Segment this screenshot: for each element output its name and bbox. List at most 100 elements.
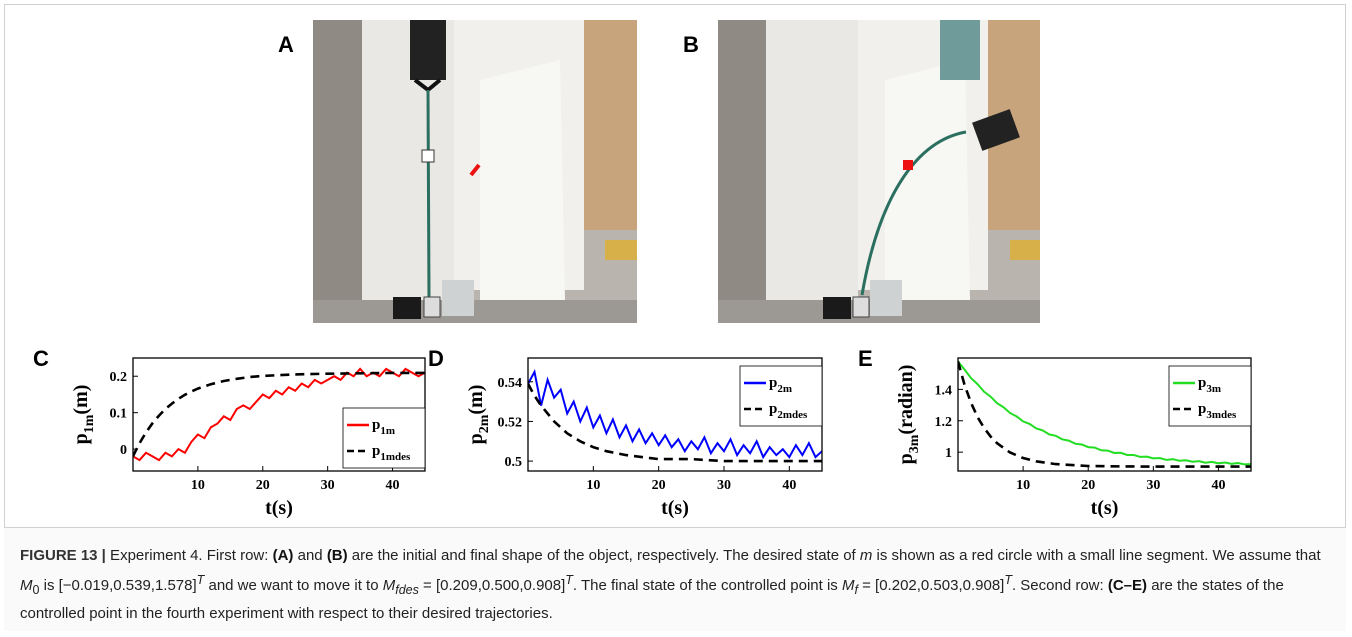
caption-math: M: [20, 577, 33, 594]
caption-math: M: [382, 577, 396, 594]
caption-text: . Second row:: [1011, 577, 1108, 594]
x-tick-label: 20: [1081, 478, 1095, 493]
x-tick-label: 10: [1016, 478, 1030, 493]
y-axis-label-part: p: [70, 433, 92, 444]
caption-text: Experiment 4. First row:: [105, 547, 273, 564]
x-tick-label: 10: [191, 478, 205, 493]
legend-label: p3mdes: [1198, 401, 1237, 421]
legend-name: p: [1198, 375, 1206, 391]
caption-math: T: [196, 573, 205, 587]
legend-label: p2m: [769, 375, 792, 395]
y-axis-label-part: p: [895, 453, 917, 464]
caption-text: = [0.209,0.500,0.908]: [418, 577, 566, 594]
legend-name-sub: 1mdes: [380, 451, 411, 463]
panel-label: B: [683, 32, 699, 57]
caption-math: T: [565, 573, 573, 587]
caption-ref: (C–E): [1107, 577, 1148, 594]
y-tick-label: 1.4: [935, 383, 953, 398]
y-tick-label: 0.1: [110, 407, 128, 422]
panel-label: D: [428, 346, 444, 371]
y-axis-label-sub: 1m: [82, 414, 97, 433]
caption-text: and we want to move it to: [204, 577, 383, 594]
caption-text: and: [293, 547, 327, 564]
data-line: [133, 371, 425, 457]
y-tick-label: 1: [945, 446, 952, 461]
legend-name: p: [769, 375, 777, 391]
caption-math: T: [1004, 573, 1012, 587]
y-axis-label-part: (m): [465, 385, 487, 415]
x-tick-label: 30: [321, 478, 335, 493]
legend-box: [1168, 365, 1252, 427]
y-axis-label-part: p: [465, 433, 487, 444]
y-tick-label: 0: [120, 443, 127, 458]
x-tick-label: 20: [652, 478, 666, 493]
caption: FIGURE 13 | Experiment 4. First row: (A)…: [4, 527, 1346, 631]
legend-label: p2mdes: [769, 401, 808, 421]
data-line: [958, 361, 1251, 468]
caption-text: = [0.202,0.503,0.908]: [857, 577, 1005, 594]
caption-math: m: [859, 547, 873, 564]
caption-math: f: [854, 583, 858, 597]
x-tick-label: 40: [386, 478, 400, 493]
legend-name: p: [372, 443, 380, 459]
x-axis-label: t(s): [661, 497, 689, 519]
y-axis-label: p2m(m): [465, 385, 492, 445]
caption-text: are the initial and final shape of the o…: [347, 547, 860, 564]
legend-name: p: [372, 417, 380, 433]
panel-label: C: [33, 346, 49, 371]
caption-math: 0: [32, 583, 40, 597]
caption-text: . The final state of the controlled poin…: [572, 577, 842, 594]
legend-name-sub: 3mdes: [1206, 409, 1237, 421]
legend-name: p: [1198, 401, 1206, 417]
y-axis-label-sub: 3m: [907, 434, 922, 453]
legend-box: [342, 407, 426, 469]
legend-name: p: [769, 401, 777, 417]
x-axis-label: t(s): [265, 497, 293, 519]
x-tick-label: 40: [1211, 478, 1225, 493]
y-axis-label-sub: 2m: [477, 414, 492, 433]
legend-label: p3m: [1198, 375, 1221, 395]
y-tick-label: 0.52: [498, 415, 523, 430]
y-tick-label: 0.5: [505, 455, 523, 470]
y-axis-label-part: (m): [70, 385, 92, 415]
data-line: [528, 383, 822, 463]
x-tick-label: 10: [586, 478, 600, 493]
x-axis-label: t(s): [1091, 497, 1119, 519]
data-line: [528, 368, 822, 460]
legend-name-sub: 3m: [1206, 383, 1221, 395]
y-tick-label: 1.2: [935, 415, 953, 430]
photo-b: [718, 20, 1040, 323]
y-axis-label: p1m(m): [70, 385, 97, 445]
legend-label: p1mdes: [372, 443, 411, 463]
caption-ref: (A): [272, 547, 294, 564]
x-tick-label: 40: [782, 478, 796, 493]
panel-label: E: [858, 346, 873, 371]
legend-label: p1m: [372, 417, 395, 437]
x-tick-label: 20: [256, 478, 270, 493]
data-line: [958, 360, 1251, 466]
legend-box: [739, 365, 823, 427]
photo-a: [313, 20, 637, 323]
caption-figure-label: FIGURE 13 |: [20, 547, 106, 564]
x-tick-label: 30: [1146, 478, 1160, 493]
caption-text: are the states of the controlled point i…: [20, 577, 1284, 622]
caption-ref: (B): [326, 547, 348, 564]
legend-name-sub: 1m: [380, 425, 395, 437]
legend-name-sub: 2mdes: [777, 409, 808, 421]
legend-name-sub: 2m: [777, 383, 792, 395]
caption-math: fdes: [395, 583, 419, 597]
caption-text: is shown as a red circle with a small li…: [872, 547, 1321, 564]
y-tick-label: 0.2: [110, 370, 128, 385]
x-tick-label: 30: [717, 478, 731, 493]
figure: A B C00.10.210 20 30 40t(s)p1m(m)p1mp1mdesD…: [33, 20, 1252, 519]
caption-math: M: [841, 577, 855, 594]
y-axis-label: p3m(radian): [895, 365, 922, 465]
y-tick-label: 0.54: [498, 376, 523, 391]
panel-label: A: [278, 32, 294, 57]
caption-text: is [−0.019,0.539,1.578]: [39, 577, 197, 594]
y-axis-label-part: (radian): [895, 365, 917, 435]
